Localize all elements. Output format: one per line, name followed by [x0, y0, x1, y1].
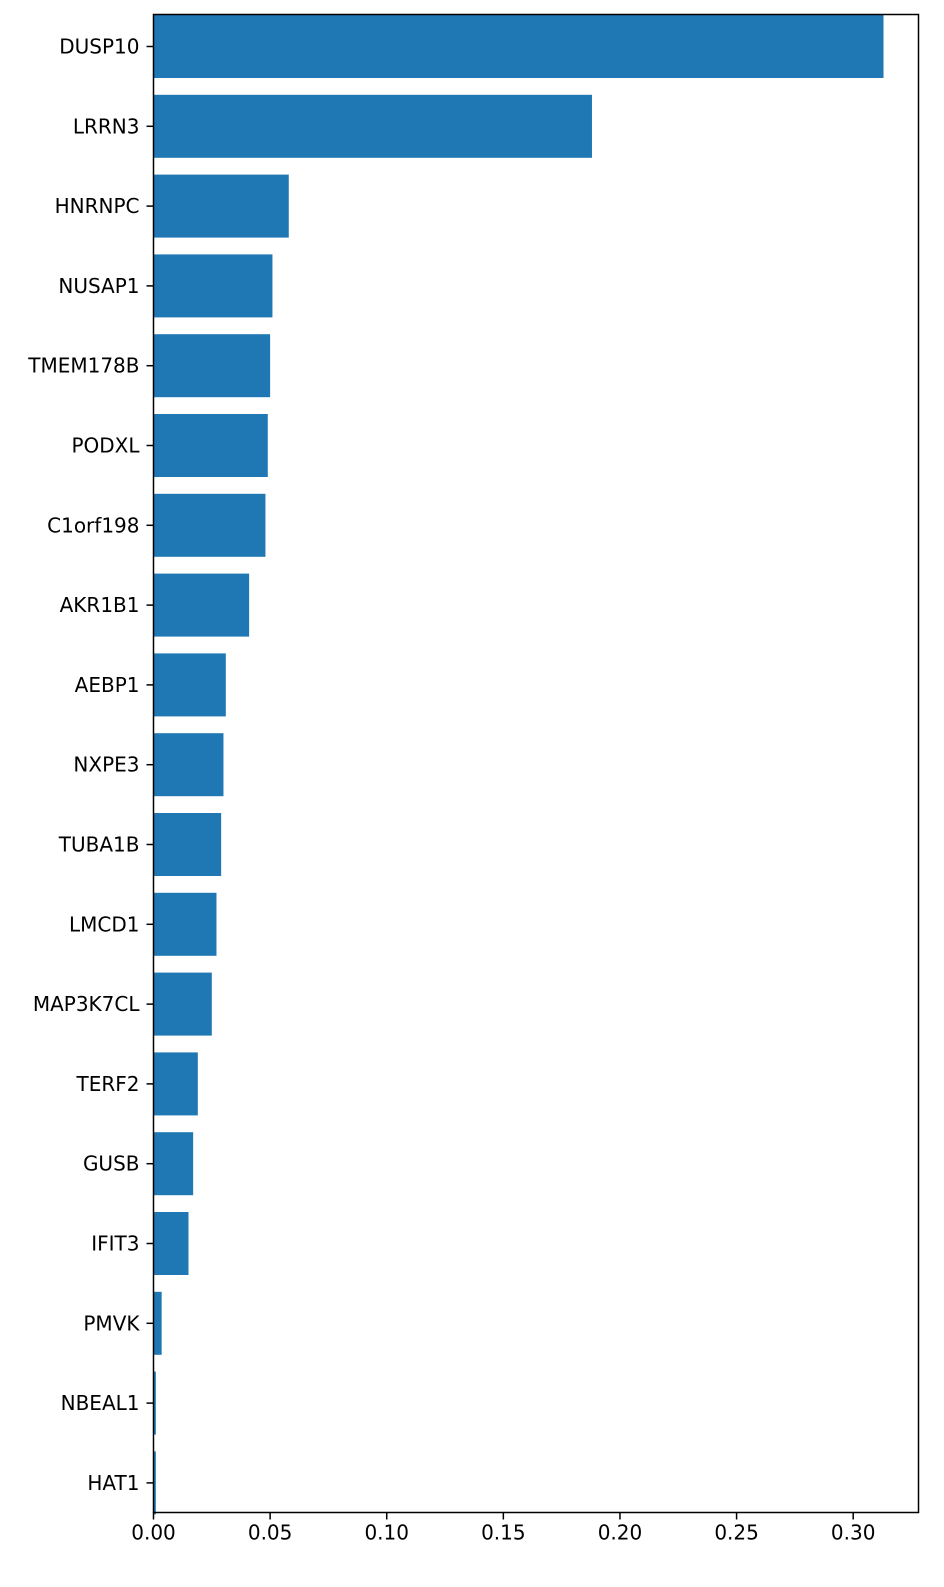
x-tick-label: 0.20 [598, 1521, 643, 1545]
y-tick-label: HNRNPC [55, 194, 140, 218]
y-axis: DUSP10 LRRN3 HNRNPC NUSAP1 TMEM178B PODXL C1or… [27, 35, 154, 1495]
bar-lmcd1 [153, 892, 217, 956]
bar-tmem178b [153, 334, 271, 398]
y-tick-label: C1orf198 [47, 513, 139, 537]
bar-terf2 [153, 1052, 198, 1116]
bar-nusap1 [153, 254, 273, 318]
x-tick-label: 0.25 [714, 1521, 759, 1545]
bar-hat1 [153, 1451, 156, 1515]
bar-lrrn3 [153, 94, 592, 158]
bar-ifit3 [153, 1212, 189, 1275]
y-tick-label: MAP3K7CL [33, 992, 141, 1016]
bar-akr1b1 [153, 573, 250, 637]
y-tick-label: HAT1 [87, 1471, 139, 1495]
y-tick-label: PODXL [71, 434, 140, 458]
bar-dusp10 [153, 15, 884, 78]
bar-pmvk [153, 1291, 162, 1355]
y-tick-label: AKR1B1 [60, 593, 140, 617]
y-tick-label: NUSAP1 [58, 274, 139, 298]
bar-gusb [153, 1132, 194, 1196]
y-tick-label: AEBP1 [75, 673, 140, 697]
bar-podxl [153, 414, 268, 477]
bar-hnrnpc [153, 174, 289, 238]
y-tick-label: NXPE3 [73, 753, 139, 777]
bars-layer [153, 15, 884, 1515]
y-tick-label: TUBA1B [58, 833, 140, 857]
x-tick-label: 0.15 [481, 1521, 526, 1545]
y-tick-label: IFIT3 [91, 1232, 139, 1256]
bar-nbeal1 [153, 1371, 156, 1435]
x-tick-label: 0.30 [831, 1521, 876, 1545]
y-tick-label: LRRN3 [73, 114, 140, 138]
y-tick-label: TERF2 [76, 1072, 140, 1096]
y-tick-label: NBEAL1 [61, 1391, 140, 1415]
bar-aebp1 [153, 653, 226, 717]
plot-frame [152, 13, 920, 1514]
y-tick-label: GUSB [83, 1152, 140, 1176]
bar-map3k7cl [153, 972, 212, 1036]
x-axis: 0.00 0.05 0.10 0.15 0.20 0.25 0.30 [131, 1512, 876, 1545]
bar-nxpe3 [153, 733, 224, 797]
x-tick-label: 0.05 [248, 1521, 293, 1545]
x-tick-label: 0.00 [131, 1521, 176, 1545]
y-tick-label: LMCD1 [69, 912, 140, 936]
y-tick-label: PMVK [83, 1311, 140, 1335]
bar-c1orf198 [153, 493, 266, 557]
y-tick-label: TMEM178B [27, 354, 139, 378]
bar-tuba1b [153, 813, 222, 876]
y-tick-label: DUSP10 [59, 35, 139, 59]
x-tick-label: 0.10 [364, 1521, 409, 1545]
